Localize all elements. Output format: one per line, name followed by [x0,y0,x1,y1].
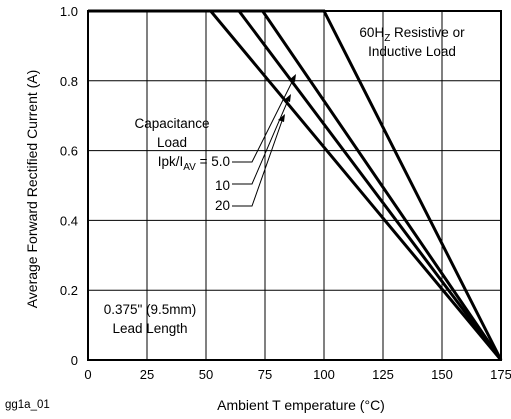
series-line-3 [88,9,503,361]
y-tick-label: 0.4 [60,213,78,228]
x-tick-label: 50 [199,367,213,382]
annotation-resistive-line2: Inductive Load [368,44,456,59]
annotation-ratio-5: Ipk/IAV = 5.0 [158,154,230,173]
x-axis-label: Ambient T emperature (°C) [217,397,385,413]
annotation-lead-length-2: Lead Length [112,321,187,336]
x-tick-label: 100 [313,367,335,382]
arrowhead-ratio-10 [284,94,291,102]
y-tick-label: 0.8 [60,74,78,89]
x-tick-label: 25 [140,367,154,382]
x-tick-label: 75 [258,367,272,382]
leader-ratio-5 [232,77,295,163]
x-tick-label: 125 [372,367,394,382]
leader-ratio-10 [232,97,290,185]
arrowhead-ratio-5 [289,74,296,82]
x-tick-label: 0 [84,367,91,382]
x-tick-label: 150 [431,367,453,382]
annotation-ratio-20: 20 [215,198,230,213]
y-axis-label: Average Forward Rectified Current (A) [24,70,40,309]
curves [88,9,503,361]
y-tick-label: 0 [71,353,78,368]
ratio-leaders [232,77,295,207]
ratio-arrowheads [278,74,296,122]
figure-id: gg1a_01 [5,399,50,411]
y-tick-label: 0.6 [60,144,78,159]
x-tick-label: 175 [490,367,511,382]
annotation-ratio-10: 10 [215,178,230,193]
annotation-lead-length-1: 0.375" (9.5mm) [104,302,197,317]
tick-labels: 0 25 50 75 100 125 150 175 0 0.2 0.4 0.6 0.8 1.0 [60,4,511,382]
y-tick-label: 0.2 [60,283,78,298]
annotation-capacitance-title: Capacitance [134,116,209,131]
y-tick-label: 1.0 [60,4,78,19]
annotation-capacitance-load: Load [157,135,187,150]
arrowhead-ratio-20 [278,114,285,122]
leader-ratio-20 [232,117,284,207]
annotation-resistive-line1: 60HZ Resistive or [359,25,465,44]
